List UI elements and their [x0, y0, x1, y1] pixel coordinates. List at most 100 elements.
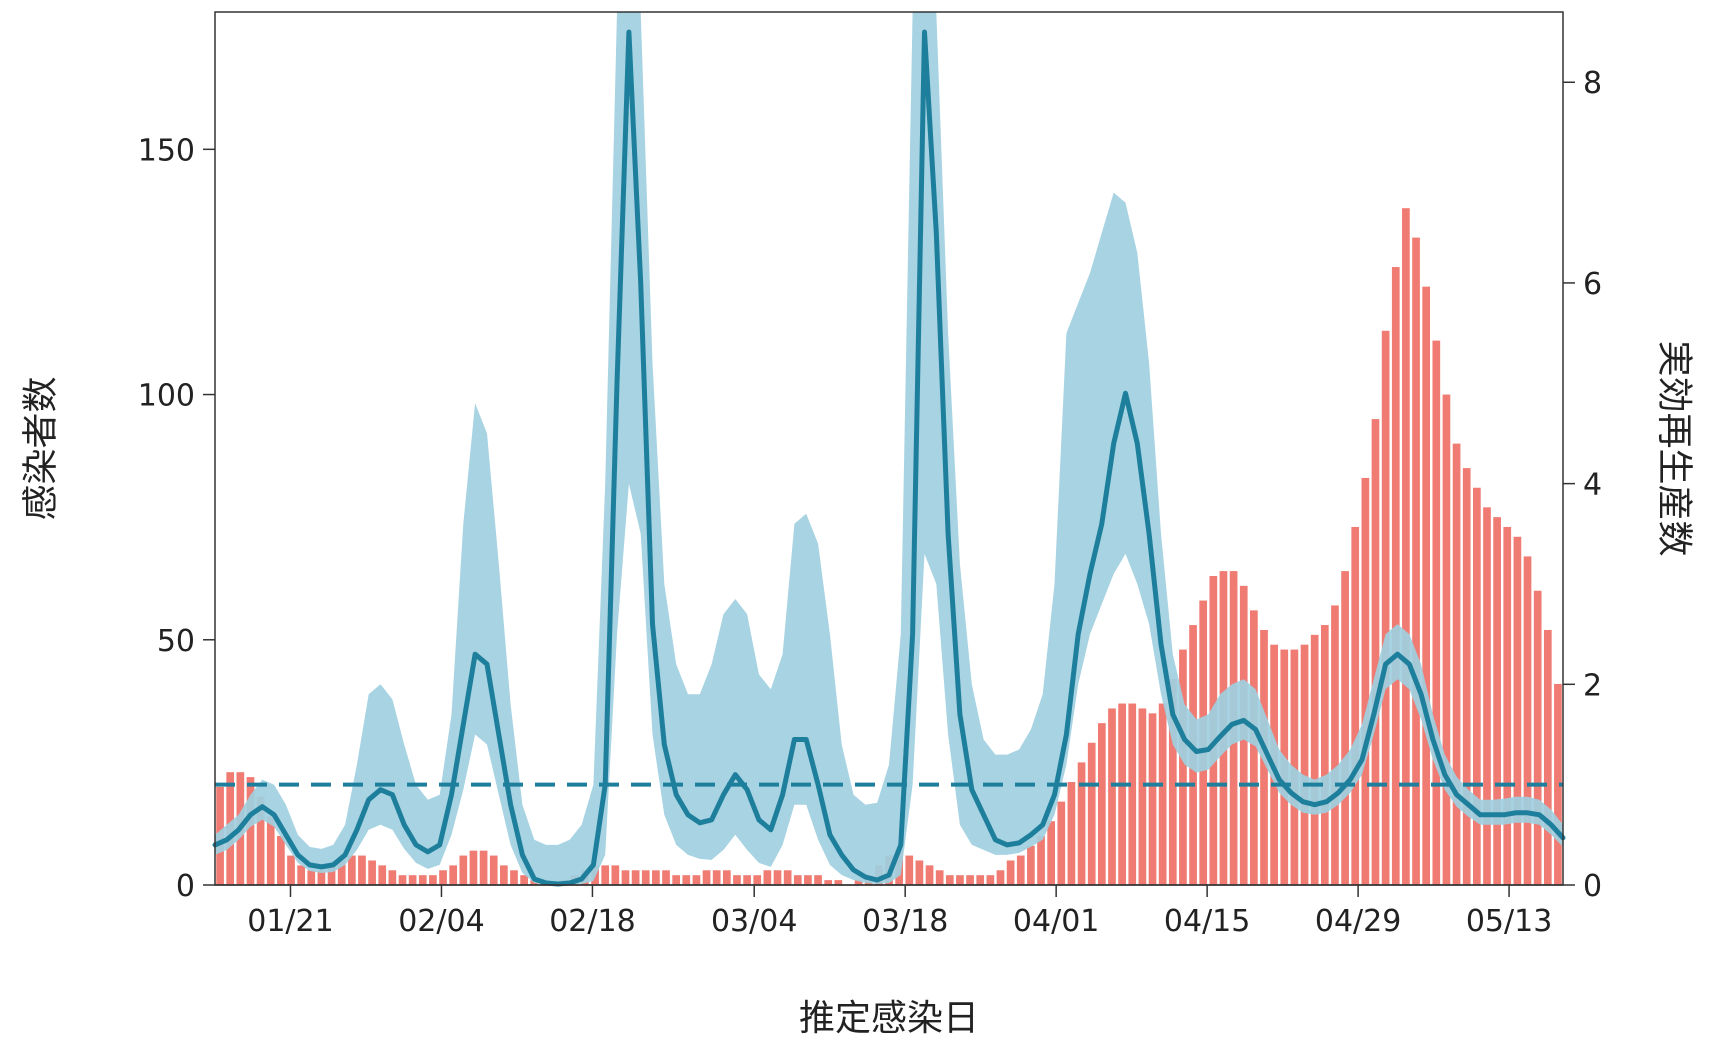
bar: [1168, 679, 1177, 885]
bar: [682, 875, 691, 885]
x-tick-label: 05/13: [1466, 904, 1552, 939]
x-tick-label: 02/04: [398, 904, 484, 939]
bar: [337, 860, 346, 885]
bar: [976, 875, 985, 885]
bar: [1402, 208, 1410, 885]
x-tick-label: 04/29: [1315, 904, 1401, 939]
x-tick-label: 02/18: [549, 904, 635, 939]
bar: [945, 875, 954, 885]
x-axis-title: 推定感染日: [799, 998, 979, 1039]
bar: [1158, 703, 1167, 885]
bar: [429, 875, 437, 885]
bar: [1493, 517, 1501, 885]
bar: [398, 875, 407, 885]
rt-confidence-band: [215, 12, 1563, 885]
bar: [1432, 340, 1441, 886]
bar-series: [216, 208, 1562, 886]
bar: [1442, 394, 1451, 885]
left-y-tick-label: 100: [138, 379, 195, 414]
bar: [317, 870, 326, 885]
bar: [722, 870, 731, 885]
bar: [408, 875, 417, 885]
bar: [905, 855, 914, 885]
bar: [246, 777, 255, 885]
x-tick-label: 04/01: [1013, 904, 1099, 939]
bar: [966, 875, 974, 885]
bar: [854, 880, 863, 885]
bar: [1016, 855, 1025, 885]
bar: [266, 816, 275, 885]
bar: [418, 875, 427, 885]
bar: [327, 865, 336, 885]
bar: [1310, 634, 1319, 885]
bar: [1422, 286, 1431, 885]
bar: [692, 875, 701, 885]
bar: [459, 855, 468, 885]
bar: [702, 870, 711, 885]
right-y-tick-label: 8: [1583, 66, 1602, 101]
bar: [358, 855, 366, 885]
bar: [1138, 708, 1147, 885]
bar: [1341, 571, 1349, 885]
bar: [1483, 507, 1491, 885]
bar: [1533, 590, 1542, 885]
left-y-tick-label: 150: [138, 133, 195, 168]
bar: [652, 870, 660, 885]
bar: [986, 875, 995, 885]
bar: [1077, 762, 1086, 885]
bar: [287, 855, 295, 885]
bar: [743, 875, 751, 885]
bar: [1391, 267, 1400, 885]
bar: [1300, 644, 1309, 885]
bar: [469, 850, 478, 885]
axes: 01/21 02/04 02/18 03/04 03/18 04/01 04/15 04/29…: [138, 66, 1602, 939]
right-y-tick-label: 6: [1583, 267, 1602, 302]
bar: [277, 835, 285, 885]
bar: [641, 870, 650, 885]
bar: [611, 865, 620, 885]
bar: [520, 875, 528, 885]
x-tick-label: 03/18: [862, 904, 948, 939]
bar: [1412, 237, 1420, 886]
bar: [925, 865, 934, 885]
right-y-tick-label: 4: [1583, 468, 1602, 503]
bar: [1473, 487, 1481, 885]
right-y-tick-label: 0: [1583, 869, 1602, 904]
bar: [1503, 526, 1512, 885]
bar: [1047, 821, 1056, 885]
bar: [763, 870, 772, 885]
bar: [489, 855, 498, 885]
left-y-tick-label: 0: [176, 869, 195, 904]
bar: [1371, 419, 1380, 885]
bar: [510, 870, 518, 885]
bar: [1108, 708, 1116, 885]
bar: [1452, 443, 1461, 885]
bar: [1179, 649, 1187, 885]
bar: [1351, 526, 1360, 885]
left-axis-title: 感染者数: [21, 376, 62, 520]
rt-line: [212, 29, 1566, 887]
bar: [1554, 683, 1562, 885]
bar: [1067, 782, 1076, 885]
bar: [834, 880, 843, 885]
bar: [500, 865, 508, 885]
bar: [1250, 610, 1258, 885]
bar: [1027, 845, 1035, 885]
bar: [996, 870, 1005, 885]
right-axis-title: 実効再生産数: [1653, 340, 1694, 556]
bar: [631, 870, 640, 885]
bar: [1320, 625, 1329, 885]
bar: [935, 870, 944, 885]
bar: [601, 865, 610, 885]
bar: [439, 870, 447, 885]
bar: [1037, 835, 1045, 885]
bar: [1513, 536, 1522, 885]
bar: [1543, 629, 1552, 885]
bar: [1290, 649, 1299, 885]
bar: [1087, 742, 1096, 885]
x-tick-label: 04/15: [1164, 904, 1250, 939]
bar: [915, 860, 924, 885]
bar: [1148, 713, 1157, 885]
